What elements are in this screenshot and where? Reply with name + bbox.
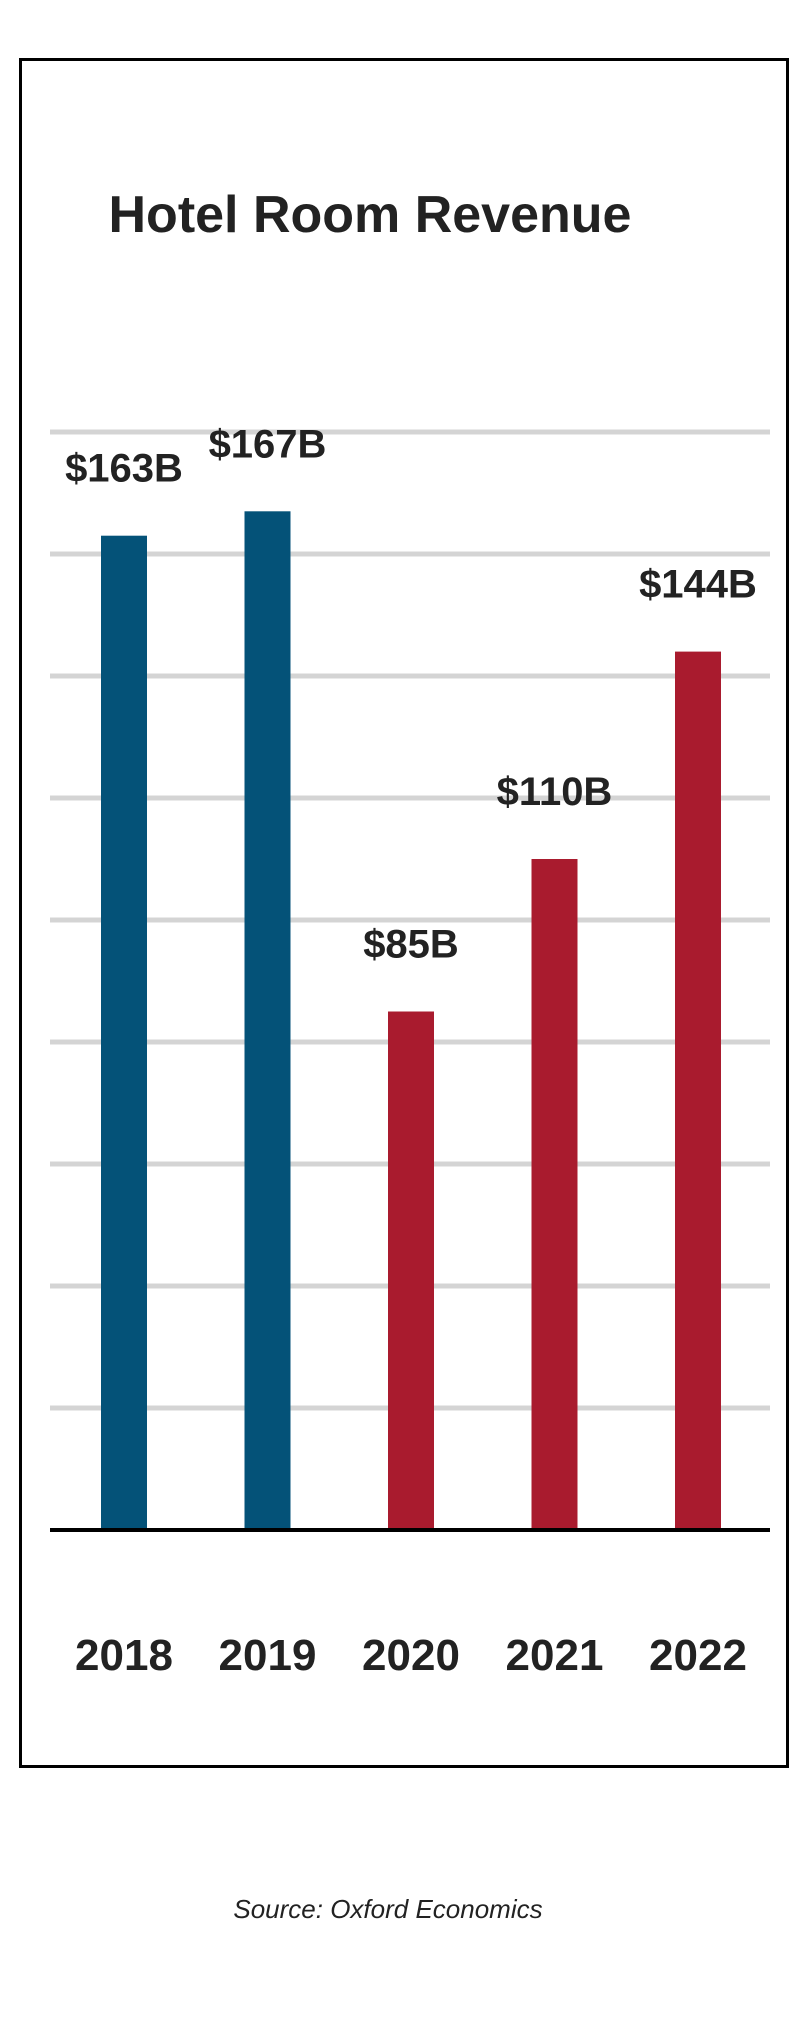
bar-2018 xyxy=(101,535,147,1530)
gridlines xyxy=(50,429,770,1411)
x-tick-label-2019: 2019 xyxy=(219,1631,317,1680)
value-label-2020: $85B xyxy=(363,923,459,967)
x-tick-label-2018: 2018 xyxy=(75,1631,173,1680)
chart-frame xyxy=(19,58,789,1768)
x-tick-label-2021: 2021 xyxy=(506,1631,604,1680)
bar-2021 xyxy=(531,859,578,1530)
chart-title: Hotel Room Revenue xyxy=(109,186,632,244)
x-tick-labels: 2018 2019 2020 2021 2022 xyxy=(75,1631,747,1680)
bars xyxy=(101,511,721,1530)
bar-2022 xyxy=(675,651,721,1530)
value-label-2022: $144B xyxy=(639,563,757,607)
value-label-2021: $110B xyxy=(497,770,613,814)
bar-2020 xyxy=(388,1011,434,1530)
source-note: Source: Oxford Economics xyxy=(233,1894,542,1924)
value-label-2018: $163B xyxy=(65,447,183,491)
bar-2019 xyxy=(244,511,291,1530)
value-label-2019: $167B xyxy=(209,422,327,466)
x-tick-label-2022: 2022 xyxy=(649,1631,747,1680)
x-tick-label-2020: 2020 xyxy=(362,1631,460,1680)
value-labels: $163B $167B $85B $110B $144B xyxy=(65,422,757,966)
